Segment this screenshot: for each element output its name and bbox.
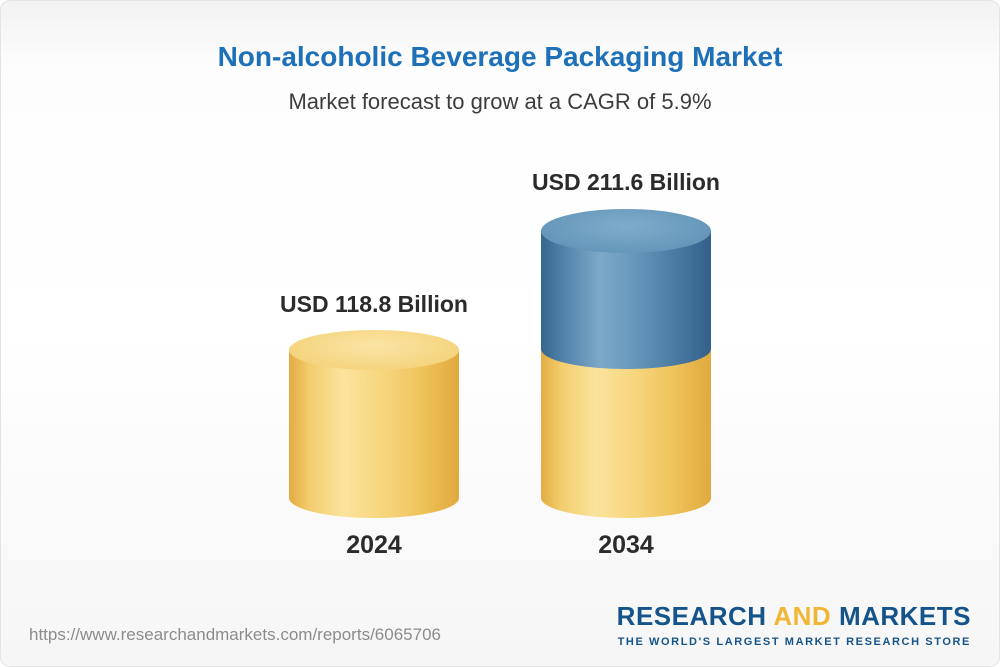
logo-word-research: RESEARCH bbox=[616, 601, 767, 631]
logo-tagline: THE WORLD'S LARGEST MARKET RESEARCH STOR… bbox=[617, 636, 971, 648]
chart-subtitle: Market forecast to grow at a CAGR of 5.9… bbox=[288, 89, 712, 114]
cylinder-2034-base-segment bbox=[541, 349, 711, 518]
value-label-2034: USD 211.6 Billion bbox=[532, 169, 720, 195]
chart-title: Non-alcoholic Beverage Packaging Market bbox=[217, 41, 783, 72]
year-label-2034: 2034 bbox=[598, 531, 654, 559]
cylinder-2034-top-ellipse bbox=[541, 209, 711, 253]
cylinder-2034-growth-segment bbox=[541, 231, 711, 369]
logo-wordmark: RESEARCH AND MARKETS bbox=[617, 601, 971, 632]
cylinder-2024-body bbox=[289, 350, 459, 518]
year-label-2024: 2024 bbox=[346, 531, 402, 559]
report-url-link[interactable]: https://www.researchandmarkets.com/repor… bbox=[29, 625, 441, 644]
value-label-2024: USD 118.8 Billion bbox=[280, 291, 468, 317]
cylinder-2024-top-ellipse bbox=[289, 330, 459, 370]
research-and-markets-logo: RESEARCH AND MARKETS THE WORLD'S LARGEST… bbox=[617, 601, 971, 648]
logo-word-markets: MARKETS bbox=[838, 601, 971, 631]
logo-word-and: AND bbox=[773, 601, 832, 631]
